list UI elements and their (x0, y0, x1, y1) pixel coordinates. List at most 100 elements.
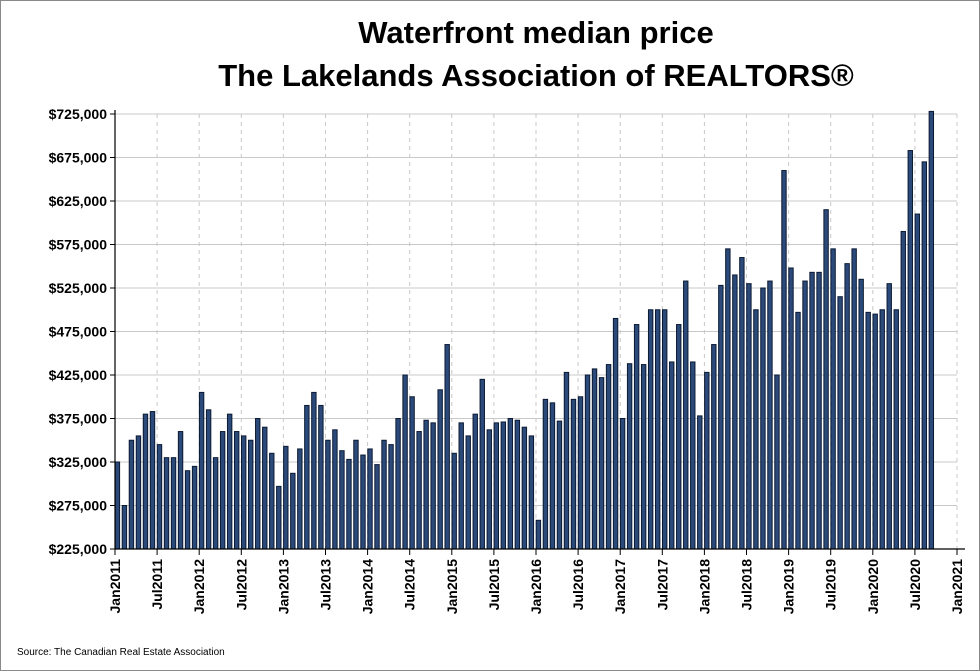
bar (921, 161, 928, 550)
bar (823, 209, 829, 550)
bar (830, 248, 836, 550)
source-note: Source: The Canadian Real Estate Associa… (17, 647, 225, 658)
y-tick-label: $225,000 (49, 541, 108, 557)
bar (177, 431, 184, 550)
x-tick-label: Jan2016 (528, 559, 544, 614)
bar (163, 457, 170, 550)
y-tick-label: $525,000 (49, 280, 108, 296)
x-tick-label: Jan2012 (191, 559, 207, 614)
bar (612, 317, 619, 550)
bar (816, 271, 822, 550)
bar (241, 435, 247, 550)
bar (458, 422, 464, 550)
bar (739, 257, 745, 550)
bar (149, 411, 156, 550)
bar (577, 396, 584, 550)
bar (374, 464, 380, 550)
x-tick-label: Jan2017 (612, 559, 628, 614)
bar (191, 465, 198, 550)
bar (795, 311, 801, 550)
bar (605, 364, 612, 550)
bar (886, 283, 892, 550)
bar (142, 413, 149, 550)
bar (711, 344, 717, 550)
bar (233, 431, 240, 550)
bar (184, 470, 191, 550)
bar (676, 324, 682, 550)
bar (226, 413, 233, 550)
y-tick-label: $275,000 (49, 498, 108, 514)
bar (767, 280, 773, 550)
x-tick-label: Jan2014 (360, 559, 376, 614)
bar (465, 435, 471, 550)
bar (697, 415, 703, 550)
bar (262, 426, 268, 550)
x-tick-label: Jan2013 (275, 559, 291, 614)
bar (430, 422, 436, 550)
bar (781, 170, 787, 550)
bar (276, 485, 282, 550)
bar (872, 313, 878, 550)
bar (325, 439, 331, 550)
bar (654, 309, 661, 550)
bar (444, 344, 450, 550)
bar (662, 309, 668, 550)
bar (493, 422, 500, 550)
bar (528, 435, 535, 550)
bar (556, 420, 563, 550)
bar (290, 472, 296, 550)
bar (423, 419, 429, 550)
bar (332, 429, 338, 550)
bar (437, 389, 443, 550)
chart-subtitle: The Lakelands Association of REALTORS® (218, 58, 854, 93)
bar (248, 439, 254, 550)
bar (402, 374, 408, 550)
bar (486, 429, 492, 550)
bar (851, 248, 857, 550)
y-tick-label: $625,000 (49, 193, 108, 209)
bar (690, 361, 696, 550)
bar (542, 398, 549, 550)
y-tick-label: $725,000 (49, 106, 108, 122)
bar (725, 248, 731, 550)
y-tick-label: $675,000 (49, 150, 108, 166)
bar (212, 457, 219, 550)
bar (269, 452, 275, 550)
bar (353, 439, 359, 550)
x-tick-label: Jul2020 (907, 559, 923, 611)
bar (626, 363, 633, 550)
x-tick-label: Jan2018 (696, 559, 712, 614)
bar (619, 418, 626, 550)
bar (507, 418, 514, 550)
bar (367, 448, 373, 550)
bar (472, 413, 478, 550)
bar (879, 309, 885, 550)
x-tick-label: Jul2017 (654, 559, 670, 611)
bar (809, 271, 815, 550)
bar (858, 278, 864, 550)
x-tick-label: Jul2016 (570, 559, 586, 611)
bar (535, 519, 542, 550)
bar (598, 377, 605, 550)
bar (346, 458, 352, 550)
x-tick-label: Jul2011 (149, 559, 165, 610)
bar (381, 439, 387, 550)
x-tick-label: Jan2020 (865, 559, 881, 614)
bar (479, 378, 485, 550)
bar (753, 309, 759, 550)
bar (746, 283, 752, 550)
bar (584, 374, 591, 550)
bar (563, 371, 570, 550)
bar (304, 404, 310, 550)
bar (255, 418, 261, 550)
bar (514, 419, 521, 550)
bar (128, 439, 135, 550)
bar (732, 274, 738, 550)
bar (914, 213, 920, 550)
bar (451, 452, 457, 550)
bar (591, 368, 598, 550)
bar (156, 444, 163, 550)
x-tick-label: Jan2015 (444, 559, 460, 614)
bar (893, 309, 899, 550)
